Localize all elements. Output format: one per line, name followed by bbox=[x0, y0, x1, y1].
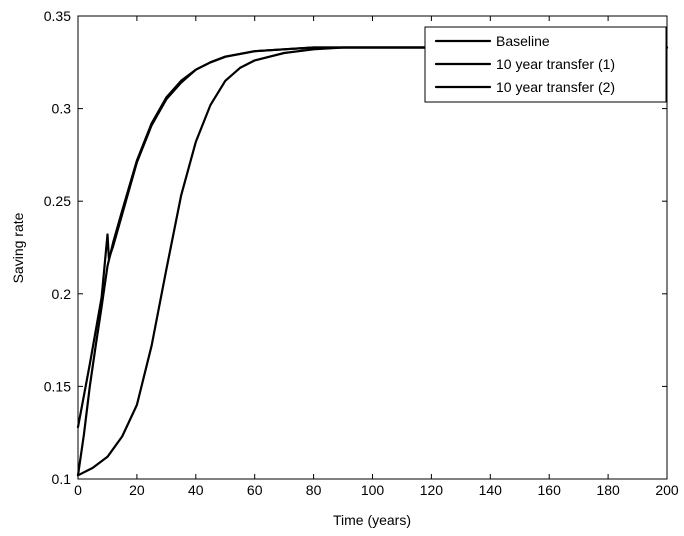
x-tick-label: 20 bbox=[129, 482, 145, 498]
legend-label-transfer-1: 10 year transfer (1) bbox=[496, 56, 615, 72]
legend: Baseline 10 year transfer (1) 10 year tr… bbox=[424, 26, 667, 103]
x-tick-label: 100 bbox=[361, 482, 385, 498]
ticks-layer: 0 20 40 60 80 100 120 140 160 180 200 0.1 0.15 0.2 0.2… bbox=[44, 8, 679, 498]
y-tick-label: 0.25 bbox=[44, 193, 71, 209]
x-tick-label: 180 bbox=[596, 482, 620, 498]
x-tick-label: 120 bbox=[420, 482, 444, 498]
y-axis-label: Saving rate bbox=[10, 212, 26, 283]
y-tick-label: 0.2 bbox=[52, 286, 72, 302]
x-tick-label: 40 bbox=[188, 482, 204, 498]
x-tick-label: 0 bbox=[74, 482, 82, 498]
series-line-transfer-2 bbox=[76, 46, 669, 477]
y-tick-label: 0.3 bbox=[52, 101, 72, 117]
x-axis-label: Time (years) bbox=[333, 512, 411, 528]
y-tick-label: 0.15 bbox=[44, 378, 71, 394]
x-tick-label: 200 bbox=[655, 482, 679, 498]
x-tick-label: 160 bbox=[538, 482, 562, 498]
x-tick-label: 60 bbox=[247, 482, 263, 498]
y-tick-label: 0.35 bbox=[44, 8, 71, 24]
legend-label-transfer-2: 10 year transfer (2) bbox=[496, 79, 615, 95]
x-tick-label: 140 bbox=[479, 482, 503, 498]
y-tick-label: 0.1 bbox=[52, 471, 72, 487]
x-tick-label: 80 bbox=[306, 482, 322, 498]
legend-label-baseline: Baseline bbox=[496, 33, 550, 49]
